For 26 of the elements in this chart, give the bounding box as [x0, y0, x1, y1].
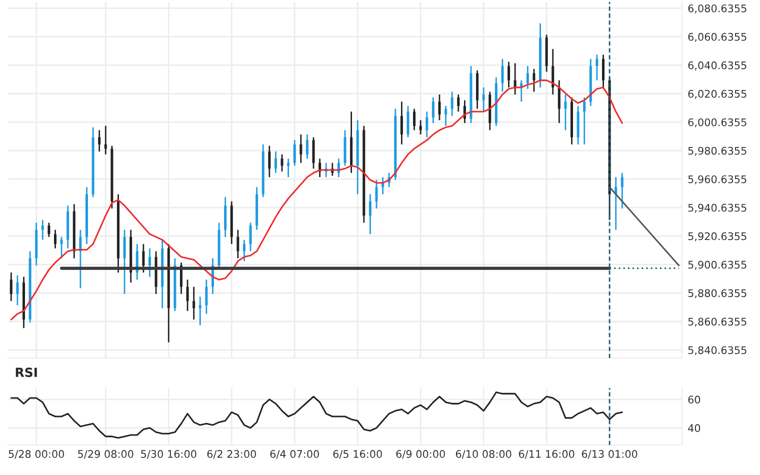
- x-tick-label: 6/4 07:00: [270, 450, 319, 459]
- y-tick-label: 5,840.6355: [688, 346, 746, 356]
- x-tick-label: 6/13 01:00: [582, 450, 638, 459]
- y-tick-label: 6,040.6355: [688, 61, 746, 70]
- x-tick-label: 5/29 08:00: [78, 450, 134, 459]
- y-tick-label: 5,900.6355: [688, 260, 746, 270]
- y-tick-label: 60: [688, 396, 700, 404]
- x-tick-label: 6/5 16:00: [333, 450, 382, 459]
- y-tick-label: 5,980.6355: [688, 146, 746, 156]
- x-tick-label: 5/28 00:00: [8, 450, 64, 459]
- chart-title: RSI: [16, 368, 37, 378]
- x-tick-label: 6/11 16:00: [518, 450, 574, 459]
- y-tick-label: 6,020.6355: [688, 90, 746, 99]
- y-tick-label: 5,940.6355: [688, 204, 746, 213]
- y-tick-label: 40: [688, 424, 700, 432]
- y-tick-label: 6,000.6355: [688, 118, 746, 128]
- y-tick-label: 5,860.6355: [688, 318, 746, 327]
- y-tick-label: 6,080.6355: [688, 4, 746, 14]
- y-tick-label: 5,880.6355: [688, 289, 746, 298]
- y-tick-label: 5,920.6355: [688, 232, 746, 242]
- x-tick-label: 6/2 23:00: [207, 450, 256, 459]
- y-tick-label: 6,060.6355: [688, 32, 746, 42]
- y-tick-label: 5,960.6355: [688, 175, 746, 184]
- x-tick-label: 6/9 00:00: [396, 450, 445, 459]
- x-tick-label: 6/10 08:00: [456, 450, 512, 459]
- x-tick-label: 5/30 16:00: [141, 450, 196, 459]
